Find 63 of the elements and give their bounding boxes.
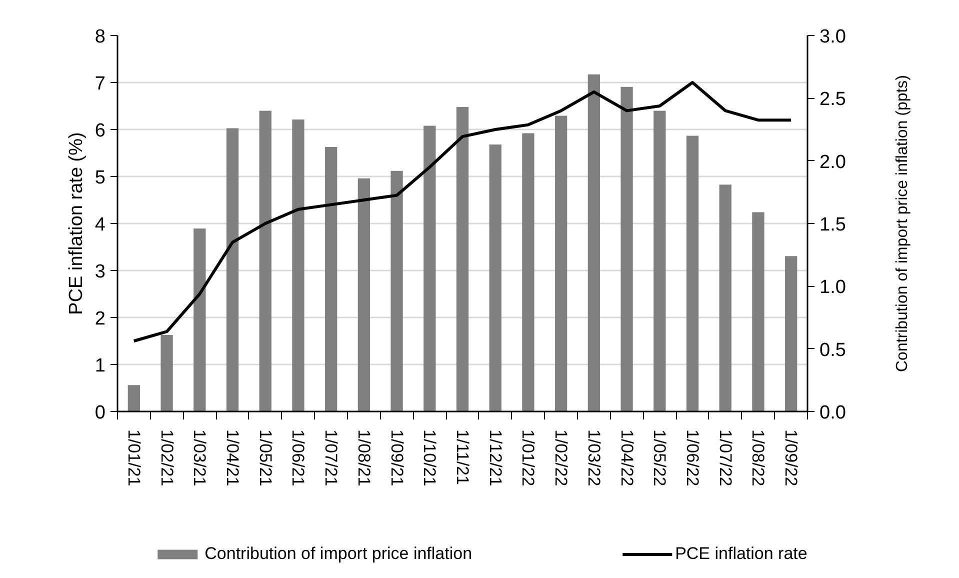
y2-tick-label: 1.5 xyxy=(820,214,846,236)
bar xyxy=(194,228,206,412)
bar xyxy=(292,119,304,412)
y-tick-label: 4 xyxy=(94,214,106,236)
x-tick-label: 1/09/21 xyxy=(387,430,406,486)
bar xyxy=(719,184,732,412)
x-tick-label: 1/06/21 xyxy=(288,430,308,486)
x-tick-label: 1/08/21 xyxy=(354,430,374,486)
legend-label: PCE inflation rate xyxy=(675,544,808,564)
y2-tick-label: 3.0 xyxy=(820,26,846,48)
x-tick-label: 1/03/21 xyxy=(190,430,210,486)
y-tick-label: 6 xyxy=(94,120,106,142)
bar xyxy=(324,147,338,412)
y-tick-label: 7 xyxy=(94,74,106,94)
y2-tick-label: 1.0 xyxy=(820,277,846,298)
bar xyxy=(554,116,568,412)
y-tick-label: 8 xyxy=(94,26,106,48)
x-tick-label: 1/02/22 xyxy=(552,430,571,486)
x-tick-label: 1/06/22 xyxy=(683,430,702,486)
bar xyxy=(358,178,370,412)
line-series xyxy=(132,81,793,342)
x-tick-label: 1/03/22 xyxy=(584,430,604,486)
bar xyxy=(686,136,699,412)
bar xyxy=(259,110,272,412)
x-tick-label: 1/01/21 xyxy=(124,430,144,486)
x-tick-label: 1/07/21 xyxy=(322,430,341,486)
y-tick-label: 2 xyxy=(94,308,106,330)
y2-tick-label: 0.0 xyxy=(820,402,846,424)
x-tick-label: 1/11/21 xyxy=(453,430,472,485)
bar xyxy=(456,106,469,412)
x-tick-label: 1/12/21 xyxy=(486,430,505,486)
bar xyxy=(226,128,239,412)
bar xyxy=(489,144,502,412)
x-tick-label: 1/02/21 xyxy=(157,430,176,486)
bar xyxy=(522,133,534,412)
bar xyxy=(654,110,666,412)
y-tick-label: 5 xyxy=(94,168,106,188)
x-tick-label: 1/05/22 xyxy=(650,430,670,486)
bar xyxy=(390,170,403,412)
x-tick-label: 1/07/22 xyxy=(716,430,735,486)
y2-tick-label: 0.5 xyxy=(820,340,846,361)
y-tick-label: 1 xyxy=(94,356,106,376)
bar xyxy=(620,86,633,412)
bar xyxy=(160,335,173,412)
bar xyxy=(784,256,798,412)
x-tick-label: 1/01/22 xyxy=(518,430,538,486)
legend-label: Contribution of import price inflation xyxy=(204,544,472,564)
y2-axis-title: Contribution of import price inflation (ppts) xyxy=(894,74,911,372)
x-tick-label: 1/10/21 xyxy=(420,430,440,486)
y-axis-title: PCE inflation rate (%) xyxy=(66,132,87,315)
y2-tick-label: 2.0 xyxy=(820,152,846,173)
bar xyxy=(128,385,140,412)
x-tick-label: 1/05/21 xyxy=(256,430,275,486)
x-tick-label: 1/09/22 xyxy=(782,430,801,486)
y-tick-label: 0 xyxy=(94,402,106,424)
bar xyxy=(588,74,600,412)
bar xyxy=(752,212,764,412)
bar xyxy=(424,126,436,412)
y2-tick-label: 2.5 xyxy=(820,89,846,110)
x-tick-label: 1/04/21 xyxy=(223,430,242,486)
x-tick-label: 1/08/22 xyxy=(748,430,768,486)
x-tick-label: 1/04/22 xyxy=(617,430,636,486)
y-tick-label: 3 xyxy=(94,262,106,282)
